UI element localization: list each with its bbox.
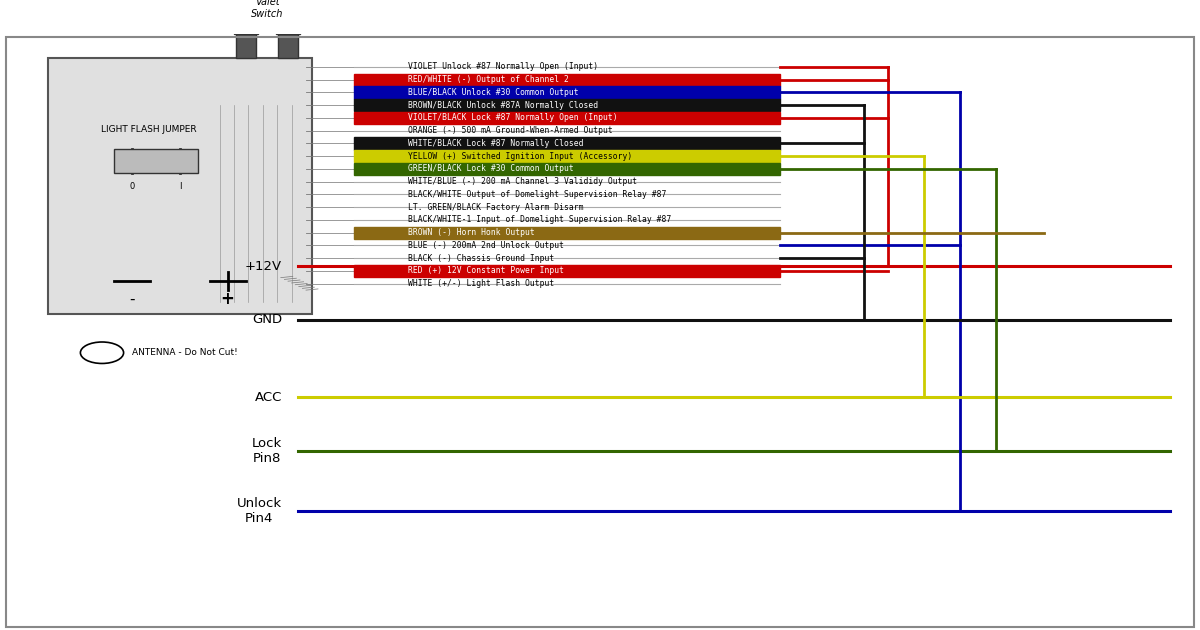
Text: WHITE/BLACK Lock #87 Normally Closed: WHITE/BLACK Lock #87 Normally Closed xyxy=(408,139,583,148)
Text: VIOLET Unlock #87 Normally Open (Input): VIOLET Unlock #87 Normally Open (Input) xyxy=(408,62,598,71)
Text: Lock
Pin8: Lock Pin8 xyxy=(252,437,282,465)
Text: ANTENNA - Do Not Cut!: ANTENNA - Do Not Cut! xyxy=(132,348,238,357)
Bar xyxy=(234,29,258,34)
Text: I: I xyxy=(179,182,181,191)
Bar xyxy=(354,163,780,175)
Bar xyxy=(354,150,780,163)
Bar xyxy=(354,86,780,98)
Text: WHITE/BLUE (-) 200 mA Channel 3 Valididy Output: WHITE/BLUE (-) 200 mA Channel 3 Valididy… xyxy=(408,177,637,186)
Text: -: - xyxy=(130,292,136,307)
Text: GND: GND xyxy=(252,314,282,326)
Bar xyxy=(354,265,780,277)
Text: BLUE (-) 200mA 2nd Unlock Output: BLUE (-) 200mA 2nd Unlock Output xyxy=(408,241,564,250)
Bar xyxy=(354,137,780,149)
Bar xyxy=(114,149,198,173)
Text: 0: 0 xyxy=(130,182,134,191)
Text: Valet
Switch: Valet Switch xyxy=(252,0,283,19)
Bar xyxy=(236,34,256,57)
Bar xyxy=(48,57,312,314)
Text: VIOLET/BLACK Lock #87 Normally Open (Input): VIOLET/BLACK Lock #87 Normally Open (Inp… xyxy=(408,113,618,122)
Text: ORANGE (-) 500 mA Ground-When-Armed Output: ORANGE (-) 500 mA Ground-When-Armed Outp… xyxy=(408,126,613,135)
Bar xyxy=(354,112,780,124)
Text: BLUE/BLACK Unlock #30 Common Output: BLUE/BLACK Unlock #30 Common Output xyxy=(408,88,578,97)
Bar xyxy=(278,34,298,57)
Text: LT. GREEN/BLACK Factory Alarm Disarm: LT. GREEN/BLACK Factory Alarm Disarm xyxy=(408,203,583,212)
Text: BLACK/WHITE-1 Input of Domelight Supervision Relay #87: BLACK/WHITE-1 Input of Domelight Supervi… xyxy=(408,215,671,224)
Text: RED (+) 12V Constant Power Input: RED (+) 12V Constant Power Input xyxy=(408,266,564,275)
Text: RED/WHITE (-) Output of Channel 2: RED/WHITE (-) Output of Channel 2 xyxy=(408,75,569,84)
Bar xyxy=(354,227,780,239)
Text: YELLOW (+) Switched Ignition Input (Accessory): YELLOW (+) Switched Ignition Input (Acce… xyxy=(408,152,632,161)
Text: ACC: ACC xyxy=(254,391,282,404)
Bar xyxy=(354,99,780,112)
Text: +12V: +12V xyxy=(245,260,282,273)
Text: BROWN/BLACK Unlock #87A Normally Closed: BROWN/BLACK Unlock #87A Normally Closed xyxy=(408,101,598,110)
Text: GREEN/BLACK Lock #30 Common Output: GREEN/BLACK Lock #30 Common Output xyxy=(408,164,574,173)
Bar xyxy=(276,29,300,34)
Text: Unlock
Pin4: Unlock Pin4 xyxy=(236,496,282,525)
Text: BROWN (-) Horn Honk Output: BROWN (-) Horn Honk Output xyxy=(408,228,535,238)
Text: BLACK/WHITE Output of Domelight Supervision Relay #87: BLACK/WHITE Output of Domelight Supervis… xyxy=(408,190,666,199)
Text: +: + xyxy=(221,290,234,308)
Text: LIGHT FLASH JUMPER: LIGHT FLASH JUMPER xyxy=(101,125,196,134)
Text: BLACK (-) Chassis Ground Input: BLACK (-) Chassis Ground Input xyxy=(408,254,554,263)
Bar xyxy=(354,74,780,86)
Text: WHITE (+/-) Light Flash Output: WHITE (+/-) Light Flash Output xyxy=(408,279,554,289)
